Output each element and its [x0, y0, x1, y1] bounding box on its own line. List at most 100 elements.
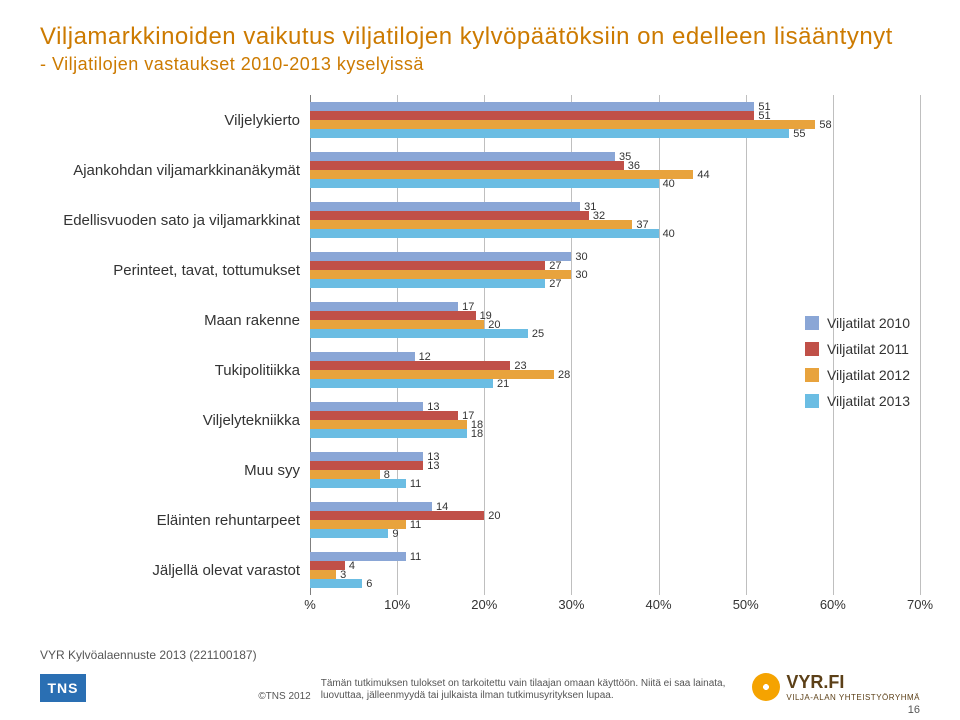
- bar: 40: [310, 229, 659, 238]
- bar: 36: [310, 161, 624, 170]
- disclaimer: Tämän tutkimuksen tulokset on tarkoitett…: [321, 678, 751, 702]
- category-label: Muu syy: [40, 445, 310, 495]
- bar-row: 31: [310, 202, 920, 211]
- grid-line: [920, 95, 921, 595]
- x-tick-label: 60%: [820, 597, 846, 612]
- bar: 32: [310, 211, 589, 220]
- x-tick-label: 20%: [471, 597, 497, 612]
- survey-id: VYR Kylvöalaennuste 2013 (221100187): [40, 648, 257, 662]
- bar: 51: [310, 102, 754, 111]
- bar-row: 13: [310, 452, 920, 461]
- slide-subtitle: - Viljatilojen vastaukset 2010-2013 kyse…: [40, 54, 920, 75]
- bar-value-label: 9: [392, 528, 398, 540]
- bar: 35: [310, 152, 615, 161]
- category-label: Ajankohdan viljamarkkinanäkymät: [40, 145, 310, 195]
- bar-value-label: 27: [549, 278, 561, 290]
- legend-item: Viljatilat 2010: [805, 315, 910, 331]
- bar: 17: [310, 411, 458, 420]
- bar: 11: [310, 552, 406, 561]
- slide: { "title": "Viljamarkkinoiden vaikutus v…: [0, 0, 960, 720]
- bar-row: 55: [310, 129, 920, 138]
- category-label: Maan rakenne: [40, 295, 310, 345]
- bar-group: 51515855: [310, 95, 920, 145]
- legend-label: Viljatilat 2012: [827, 367, 910, 383]
- category-label: Jäljellä olevat varastot: [40, 545, 310, 595]
- bar: 13: [310, 452, 423, 461]
- bar-row: 40: [310, 229, 920, 238]
- bar: 27: [310, 279, 545, 288]
- footer-mid: ©TNS 2012 Tämän tutkimuksen tulokset on …: [258, 678, 750, 702]
- bar: 9: [310, 529, 388, 538]
- bar: 21: [310, 379, 493, 388]
- bar-value-label: 21: [497, 378, 509, 390]
- footer-left: VYR Kylvöalaennuste 2013 (221100187) TNS: [40, 648, 257, 702]
- bar: 6: [310, 579, 362, 588]
- plot-area: 5151585535364440313237403027302717192025…: [310, 95, 920, 595]
- bar-value-label: 11: [410, 478, 421, 490]
- bar: 58: [310, 120, 815, 129]
- bar-row: 8: [310, 470, 920, 479]
- bar-row: 51: [310, 102, 920, 111]
- copyright: ©TNS 2012: [258, 691, 310, 702]
- legend-swatch: [805, 316, 819, 330]
- bar-group: 35364440: [310, 145, 920, 195]
- bar: 28: [310, 370, 554, 379]
- legend-swatch: [805, 342, 819, 356]
- bar: 20: [310, 511, 484, 520]
- bar-row: 32: [310, 211, 920, 220]
- chart: ViljelykiertoAjankohdan viljamarkkinanäk…: [40, 95, 920, 595]
- x-axis: %10%20%30%40%50%60%70%: [310, 597, 920, 617]
- x-tick-label: 30%: [558, 597, 584, 612]
- bar-value-label: 40: [663, 228, 675, 240]
- legend-label: Viljatilat 2011: [827, 341, 909, 357]
- x-tick-label: %: [304, 597, 316, 612]
- bar: 8: [310, 470, 380, 479]
- bar-value-label: 40: [663, 178, 675, 190]
- legend-item: Viljatilat 2012: [805, 367, 910, 383]
- bar-row: 14: [310, 502, 920, 511]
- bar-group: 31323740: [310, 195, 920, 245]
- bar-row: 18: [310, 429, 920, 438]
- category-label: Edellisvuoden sato ja viljamarkkinat: [40, 195, 310, 245]
- bar-row: 37: [310, 220, 920, 229]
- legend-item: Viljatilat 2013: [805, 393, 910, 409]
- bar-row: 11: [310, 479, 920, 488]
- vyr-text: VYR.FI: [786, 672, 920, 693]
- category-label: Perinteet, tavat, tottumukset: [40, 245, 310, 295]
- bar-row: 18: [310, 420, 920, 429]
- bar-row: 13: [310, 461, 920, 470]
- bar-value-label: 55: [793, 128, 805, 140]
- bar-row: 6: [310, 579, 920, 588]
- bar: 44: [310, 170, 693, 179]
- legend-item: Viljatilat 2011: [805, 341, 910, 357]
- bar-group: 1313811: [310, 445, 920, 495]
- bar-group: 1420119: [310, 495, 920, 545]
- bar: 37: [310, 220, 632, 229]
- bar-row: 27: [310, 279, 920, 288]
- bar-row: 9: [310, 529, 920, 538]
- bar-row: 40: [310, 179, 920, 188]
- bar-row: 20: [310, 511, 920, 520]
- bar: 19: [310, 311, 476, 320]
- bar: 27: [310, 261, 545, 270]
- bar: 23: [310, 361, 510, 370]
- bar-row: 30: [310, 252, 920, 261]
- legend-label: Viljatilat 2013: [827, 393, 910, 409]
- bar-row: 3: [310, 570, 920, 579]
- vyr-logo: VYR.FI VILJA-ALAN YHTEISTYÖRYHMÄ: [752, 672, 920, 702]
- bar-row: 4: [310, 561, 920, 570]
- category-label: Eläinten rehuntarpeet: [40, 495, 310, 545]
- category-label: Viljelykierto: [40, 95, 310, 145]
- bar: 25: [310, 329, 528, 338]
- bar: 11: [310, 479, 406, 488]
- bar: 14: [310, 502, 432, 511]
- bar-row: 11: [310, 552, 920, 561]
- bar: 20: [310, 320, 484, 329]
- legend-swatch: [805, 394, 819, 408]
- bar: 13: [310, 461, 423, 470]
- bar-group: 11436: [310, 545, 920, 595]
- bar-row: 36: [310, 161, 920, 170]
- bar-row: 35: [310, 152, 920, 161]
- tns-logo: TNS: [40, 674, 86, 702]
- bar-row: 30: [310, 270, 920, 279]
